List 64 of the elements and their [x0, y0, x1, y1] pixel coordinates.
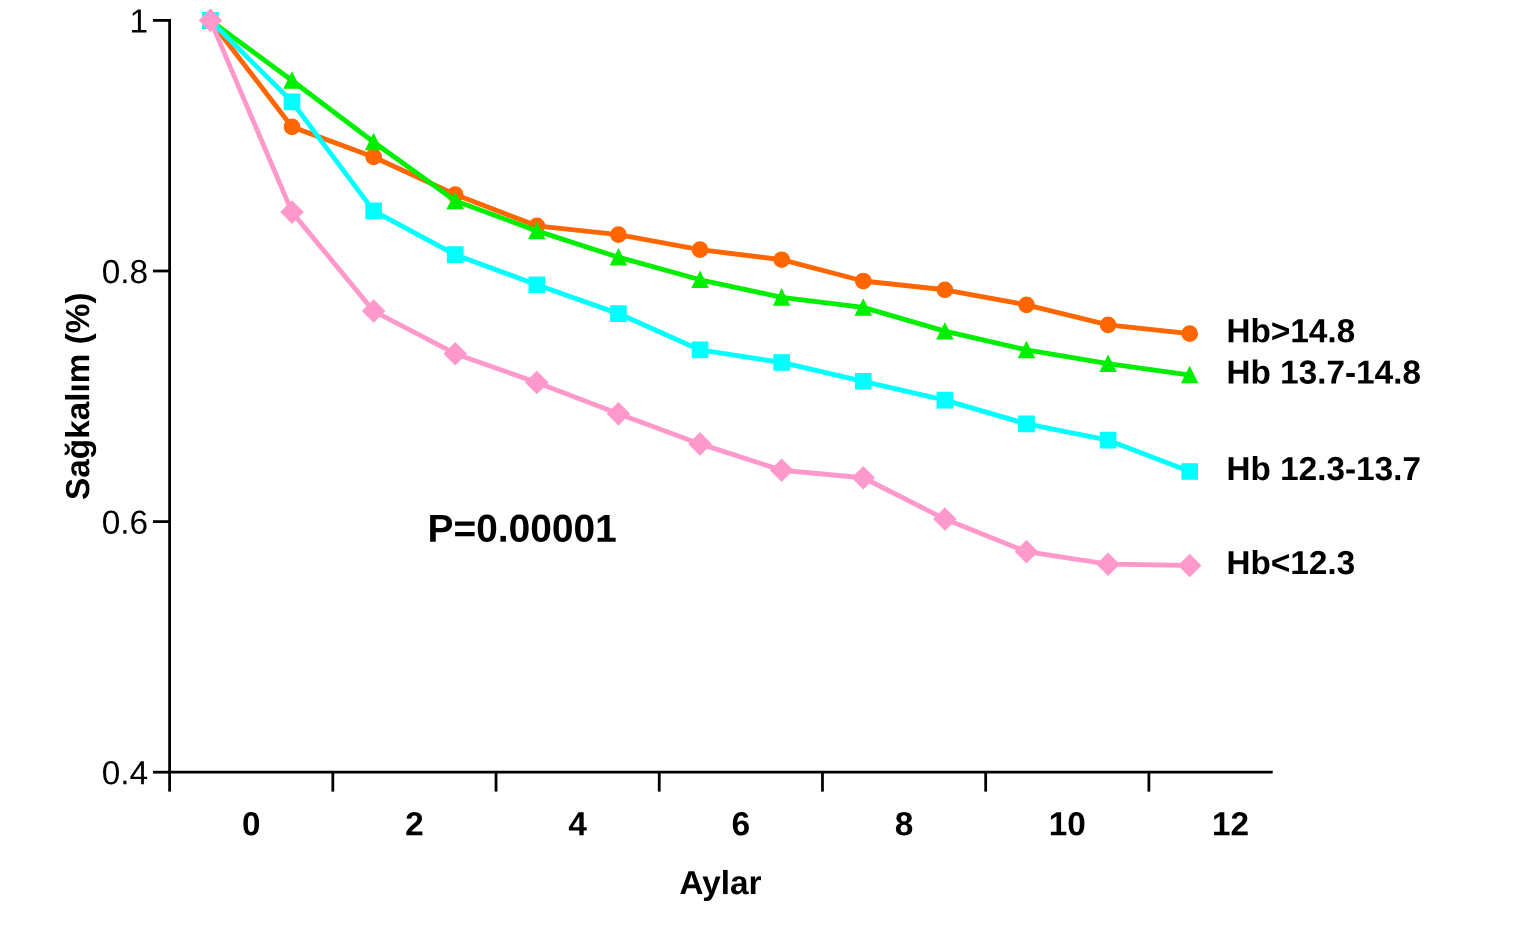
point: [528, 222, 546, 240]
point: [610, 226, 627, 243]
point: [283, 118, 301, 136]
point: [1181, 325, 1199, 342]
series-label: Hb 13.7-14.8: [1228, 359, 1420, 384]
point: [610, 305, 627, 322]
point: [1018, 341, 1035, 359]
point: [933, 507, 957, 531]
point: [773, 251, 790, 269]
point: [1099, 431, 1117, 449]
point: [365, 202, 382, 220]
point: [854, 372, 872, 390]
point: [1181, 366, 1199, 384]
point: [688, 432, 712, 456]
point: [1018, 415, 1035, 433]
y-tick-label: 0.4: [103, 760, 148, 785]
y-tick-label: 0.8: [103, 259, 147, 284]
point: [443, 342, 467, 366]
point: [446, 192, 464, 210]
point: [691, 241, 709, 259]
x-tick-label: 12: [1214, 811, 1248, 836]
point: [283, 72, 301, 89]
point: [854, 298, 872, 316]
point: [446, 246, 464, 264]
point: [528, 276, 546, 294]
y-tick-label: 1: [132, 9, 147, 33]
x-tick-label: 4: [568, 812, 587, 836]
point: [1096, 552, 1120, 576]
x-axis-title: Aylar: [680, 869, 762, 901]
point: [1181, 463, 1199, 480]
point: [280, 200, 304, 224]
point: [1014, 540, 1038, 564]
point: [362, 299, 386, 323]
x-tick-label: 10: [1050, 811, 1085, 836]
point: [854, 272, 872, 290]
y-tick-label: 0.6: [103, 510, 147, 534]
point: [365, 148, 382, 166]
point: [1099, 316, 1117, 334]
x-tick-label: 2: [406, 811, 423, 836]
series-label: Hb<12.3: [1228, 549, 1354, 575]
point: [936, 281, 954, 299]
point: [773, 288, 790, 306]
annotation: P=0.00001: [430, 514, 616, 543]
point: [1018, 296, 1035, 314]
point: [691, 271, 709, 289]
point: [770, 458, 794, 482]
y-axis-title: Sağkalım (%): [64, 294, 97, 500]
x-tick-label: 0: [243, 811, 260, 836]
point: [365, 133, 382, 151]
point: [936, 322, 954, 340]
series-label: Hb>14.8: [1228, 318, 1355, 343]
x-tick-label: 8: [895, 811, 913, 836]
point: [606, 402, 630, 426]
series-label: Hb 12.3-13.7: [1228, 455, 1420, 481]
point: [1099, 355, 1117, 373]
point: [936, 391, 954, 409]
point: [610, 248, 627, 266]
point: [283, 93, 301, 111]
point: [691, 341, 709, 359]
x-tick-label: 6: [732, 811, 749, 836]
point: [773, 354, 790, 371]
point: [1178, 553, 1202, 577]
point: [525, 371, 549, 395]
point: [851, 466, 875, 490]
